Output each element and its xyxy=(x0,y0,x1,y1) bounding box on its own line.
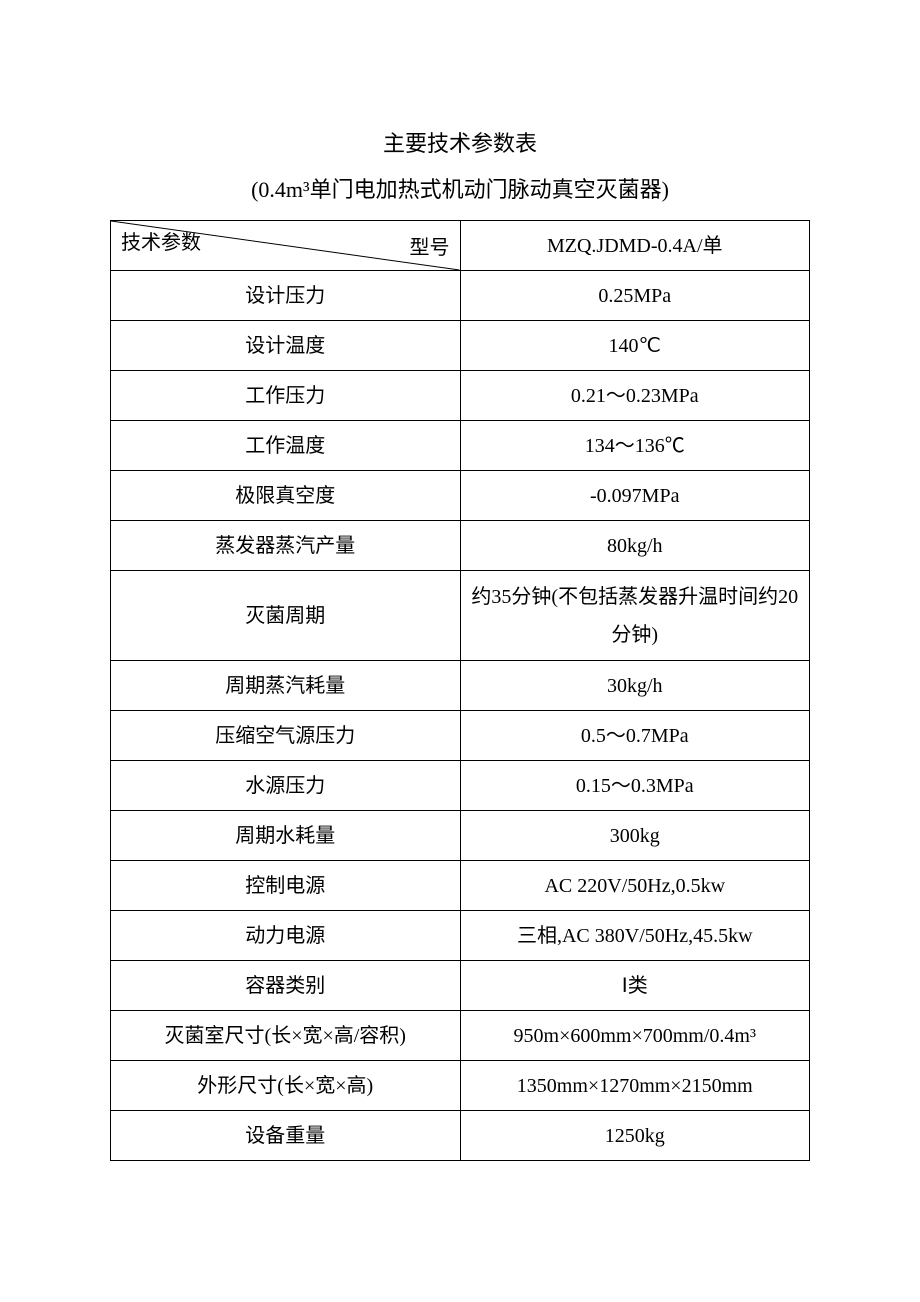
table-row: 灭菌周期约35分钟(不包括蒸发器升温时间约20分钟) xyxy=(111,571,810,661)
table-row: 工作温度134～136℃ xyxy=(111,421,810,471)
table-row: 动力电源三相,AC 380V/50Hz,45.5kw xyxy=(111,911,810,961)
param-cell: 水源压力 xyxy=(111,761,461,811)
value-cell: 三相,AC 380V/50Hz,45.5kw xyxy=(460,911,810,961)
param-cell: 周期水耗量 xyxy=(111,811,461,861)
param-cell: 容器类别 xyxy=(111,961,461,1011)
value-cell: 0.21～0.23MPa xyxy=(460,371,810,421)
value-cell: 1250kg xyxy=(460,1111,810,1161)
table-row: 容器类别Ⅰ类 xyxy=(111,961,810,1011)
param-cell: 设计压力 xyxy=(111,271,461,321)
table-row: 外形尺寸(长×宽×高)1350mm×1270mm×2150mm xyxy=(111,1061,810,1111)
table-row: 极限真空度-0.097MPa xyxy=(111,471,810,521)
page-subtitle: (0.4m³单门电加热式机动门脉动真空灭菌器) xyxy=(110,168,810,212)
value-cell: Ⅰ类 xyxy=(460,961,810,1011)
param-cell: 设计温度 xyxy=(111,321,461,371)
param-cell: 设备重量 xyxy=(111,1111,461,1161)
value-cell: -0.097MPa xyxy=(460,471,810,521)
param-cell: 极限真空度 xyxy=(111,471,461,521)
title-block: 主要技术参数表 (0.4m³单门电加热式机动门脉动真空灭菌器) xyxy=(110,120,810,212)
param-cell: 周期蒸汽耗量 xyxy=(111,661,461,711)
value-cell: 140℃ xyxy=(460,321,810,371)
table-row: 灭菌室尺寸(长×宽×高/容积)950m×600mm×700mm/0.4m³ xyxy=(111,1011,810,1061)
value-cell: 134～136℃ xyxy=(460,421,810,471)
table-row: 工作压力0.21～0.23MPa xyxy=(111,371,810,421)
param-cell: 外形尺寸(长×宽×高) xyxy=(111,1061,461,1111)
header-left-label: 技术参数 xyxy=(121,229,201,257)
param-cell: 压缩空气源压力 xyxy=(111,711,461,761)
param-cell: 工作温度 xyxy=(111,421,461,471)
param-cell: 控制电源 xyxy=(111,861,461,911)
header-right-label: 型号 xyxy=(410,234,450,262)
spec-table: 技术参数 型号 MZQ.JDMD-0.4A/单设计压力0.25MPa设计温度140℃… xyxy=(110,220,810,1161)
value-cell: 30kg/h xyxy=(460,661,810,711)
value-cell: 0.25MPa xyxy=(460,271,810,321)
param-cell: 蒸发器蒸汽产量 xyxy=(111,521,461,571)
table-row: 压缩空气源压力0.5～0.7MPa xyxy=(111,711,810,761)
value-cell: 0.5～0.7MPa xyxy=(460,711,810,761)
value-cell: 80kg/h xyxy=(460,521,810,571)
header-param-model-cell: 技术参数 型号 xyxy=(111,221,461,271)
value-cell: AC 220V/50Hz,0.5kw xyxy=(460,861,810,911)
table-row: 控制电源AC 220V/50Hz,0.5kw xyxy=(111,861,810,911)
param-cell: 灭菌周期 xyxy=(111,571,461,661)
page-title: 主要技术参数表 xyxy=(110,120,810,168)
param-cell: 工作压力 xyxy=(111,371,461,421)
table-row: 设计压力0.25MPa xyxy=(111,271,810,321)
param-cell: 动力电源 xyxy=(111,911,461,961)
table-row: 周期水耗量300kg xyxy=(111,811,810,861)
value-cell: 300kg xyxy=(460,811,810,861)
value-cell: 950m×600mm×700mm/0.4m³ xyxy=(460,1011,810,1061)
value-cell: 0.15～0.3MPa xyxy=(460,761,810,811)
table-row: 蒸发器蒸汽产量80kg/h xyxy=(111,521,810,571)
table-row: 水源压力0.15～0.3MPa xyxy=(111,761,810,811)
table-header-row: 技术参数 型号 MZQ.JDMD-0.4A/单 xyxy=(111,221,810,271)
table-row: 设计温度140℃ xyxy=(111,321,810,371)
table-row: 设备重量1250kg xyxy=(111,1111,810,1161)
param-cell: 灭菌室尺寸(长×宽×高/容积) xyxy=(111,1011,461,1061)
value-cell: 1350mm×1270mm×2150mm xyxy=(460,1061,810,1111)
header-model-cell: MZQ.JDMD-0.4A/单 xyxy=(460,221,810,271)
value-cell: 约35分钟(不包括蒸发器升温时间约20分钟) xyxy=(460,571,810,661)
table-row: 周期蒸汽耗量30kg/h xyxy=(111,661,810,711)
